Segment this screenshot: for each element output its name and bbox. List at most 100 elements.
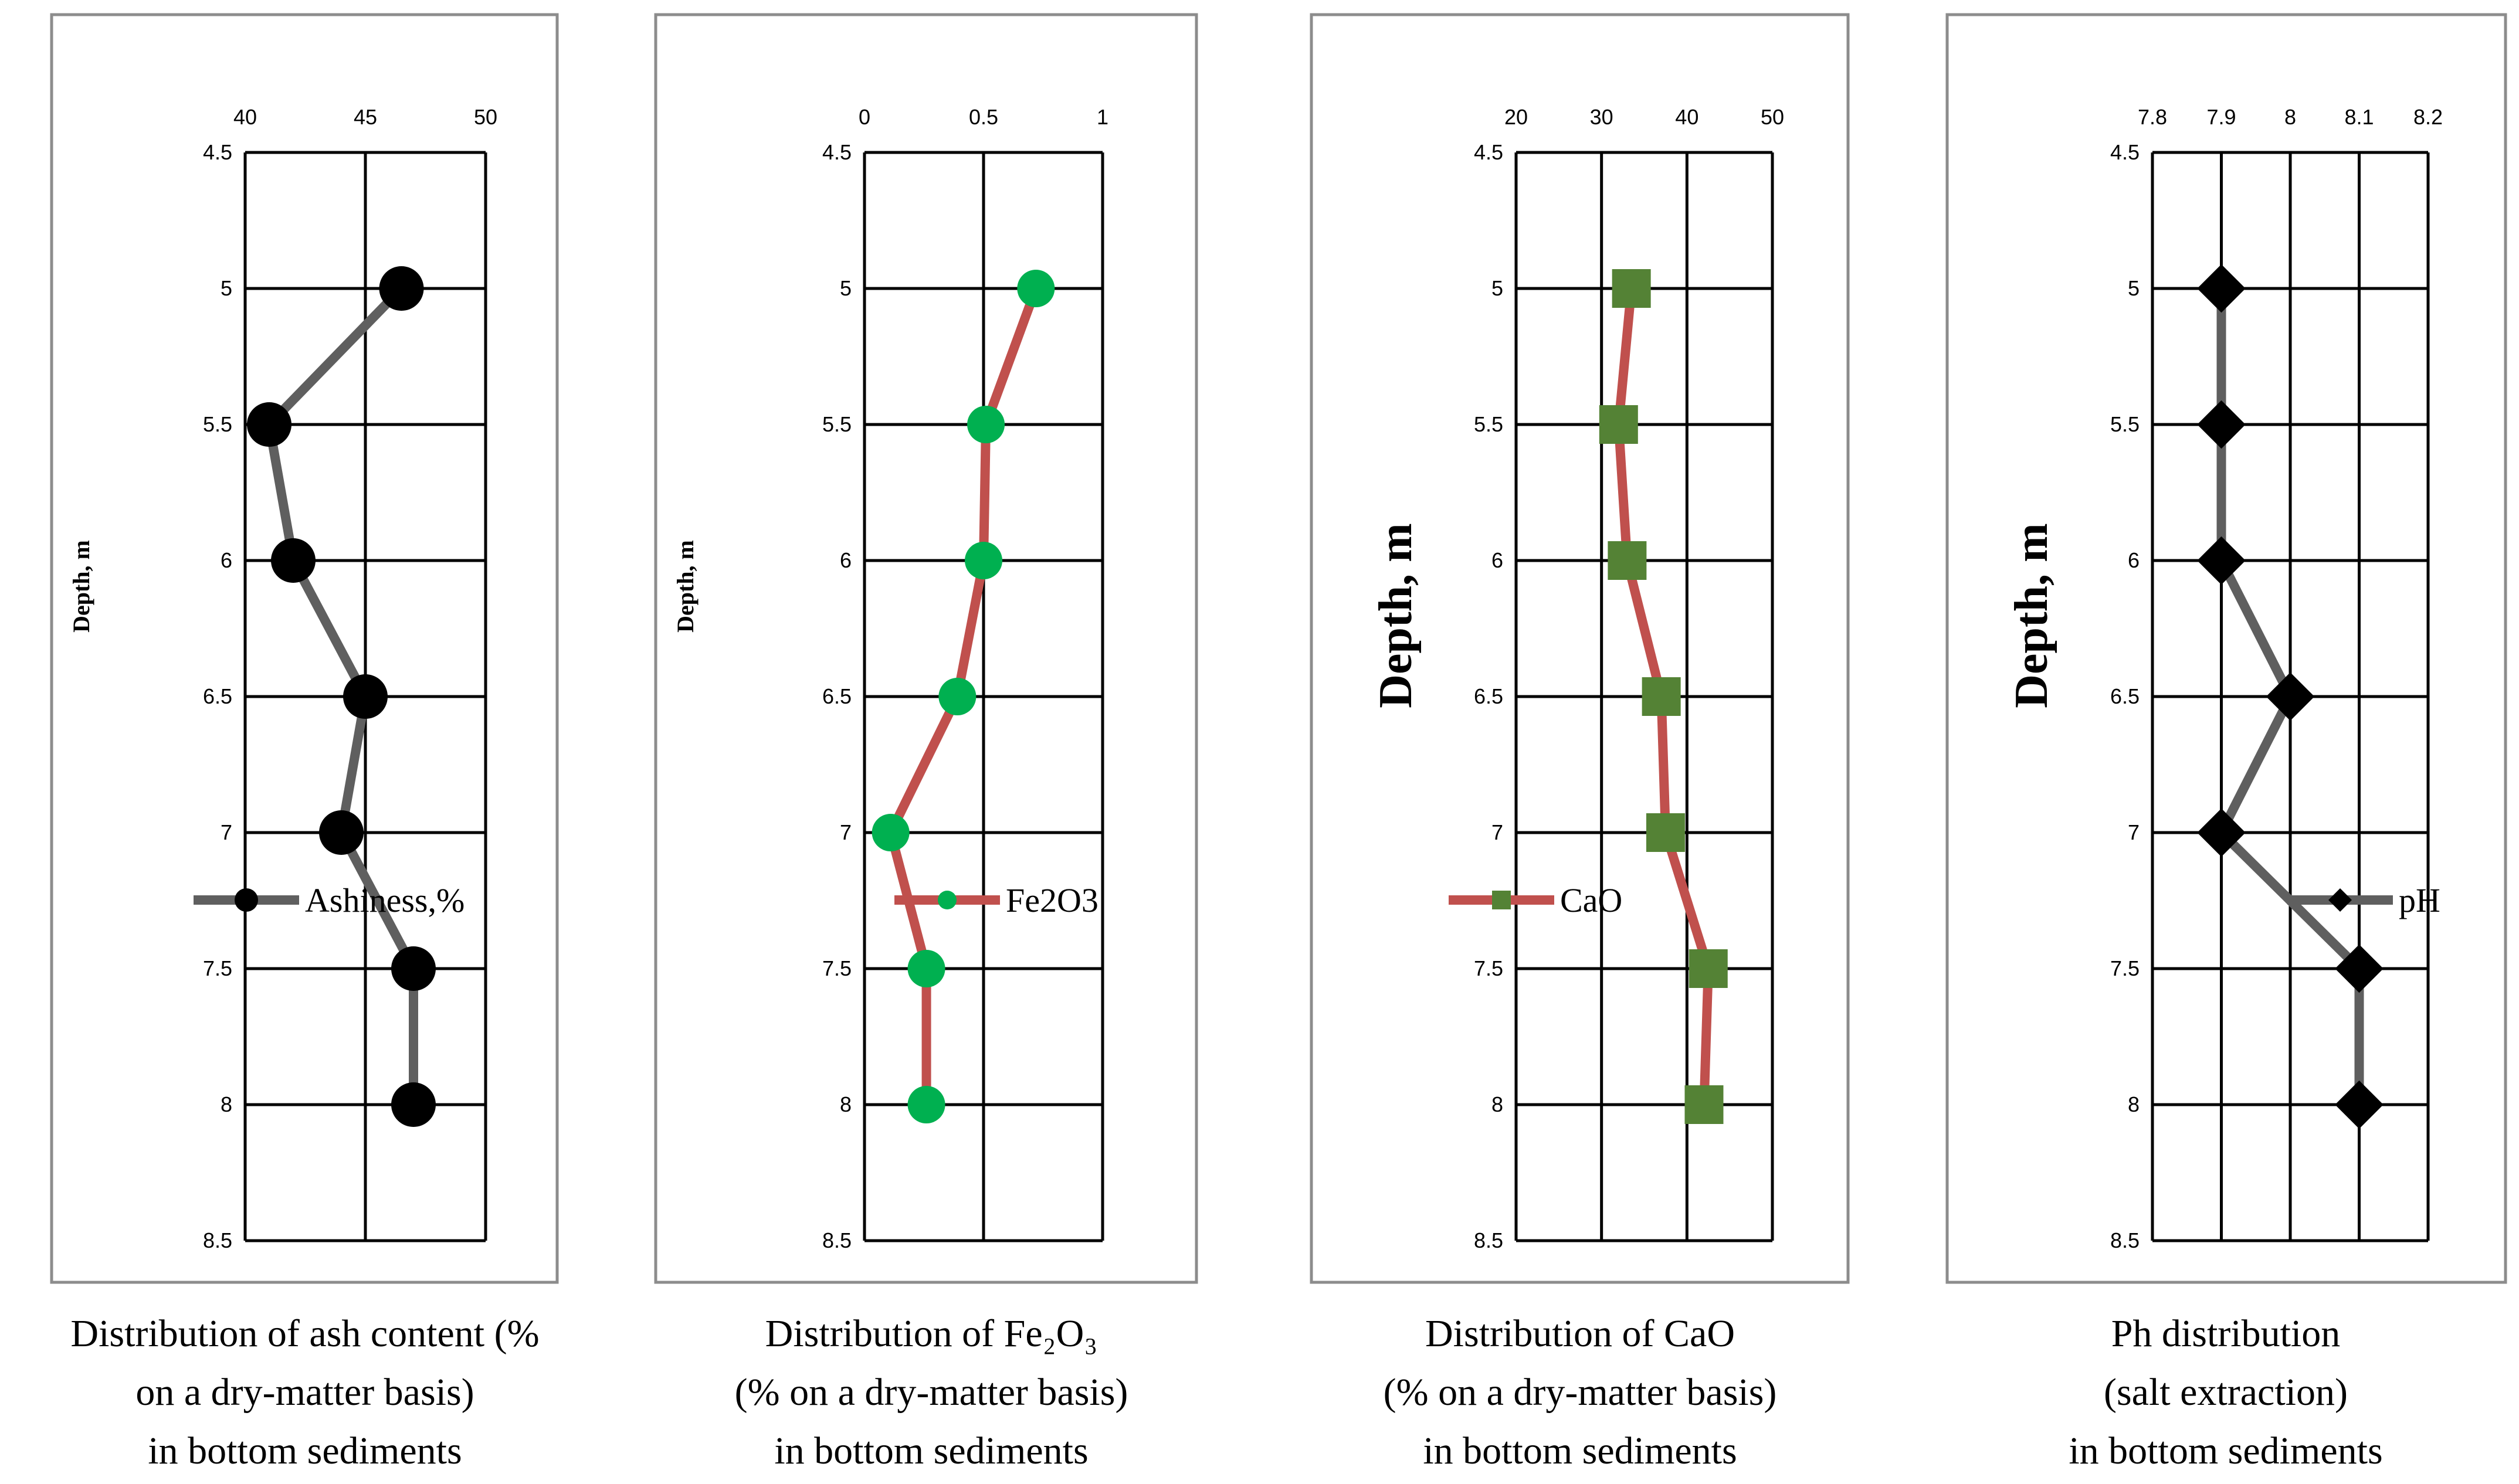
y-axis-label: Depth, m [1370,523,1422,708]
caption-line: (% on a dry-matter basis) [735,1371,1128,1414]
legend: Fe2O3 [894,881,1099,919]
caption-line: on a dry-matter basis) [135,1371,474,1414]
y-tick-label: 8.5 [2110,1228,2140,1252]
data-point [1608,541,1647,580]
x-tick-label: 30 [1590,105,1613,129]
x-tick-label: 40 [233,105,257,129]
data-point [1642,677,1681,716]
y-tick-label: 8 [840,1092,852,1116]
legend: Ashiness,% [194,881,465,919]
y-tick-label: 4.5 [822,140,852,164]
chart-panel: 4.5 5 5.5 6 6.5 7 7.5 8 8.5 0 0.5 1 Depth, m Fe2O3 Dis… [654,13,1198,1472]
data-point [1612,269,1651,308]
y-tick-label: 6.5 [2110,684,2140,708]
y-tick-label: 5.5 [2110,412,2140,436]
y-tick-label: 6.5 [1474,684,1503,708]
y-tick-label: 7.5 [822,956,852,980]
data-point [2197,264,2246,313]
chart-panel: 4.5 5 5.5 6 6.5 7 7.5 8 8.5 20 30 40 50 Depth, m CaO Di… [1310,13,1850,1472]
y-tick-label: 5.5 [203,412,232,436]
legend-label: Fe2O3 [1006,881,1099,919]
data-point [319,810,364,855]
y-tick-label: 8.5 [1474,1228,1503,1252]
y-axis-label: Depth, m [2006,523,2057,708]
legend-label: pH [2399,881,2440,919]
data-point [938,678,977,715]
y-tick-label: 6 [221,548,232,572]
y-tick-label: 5 [1491,276,1503,300]
legend: CaO [1449,881,1622,919]
legend-marker [2328,888,2352,912]
y-tick-label: 8 [2128,1092,2140,1116]
y-tick-label: 6 [1491,548,1503,572]
caption-line: in bottom sediments [148,1429,462,1472]
caption-line: (% on a dry-matter basis) [1384,1371,1777,1414]
data-point [907,1086,945,1123]
y-tick-label: 7 [840,820,852,844]
caption-line: Ph distribution [2111,1312,2341,1355]
data-point [379,266,424,311]
legend-label: Ashiness,% [305,881,465,919]
y-tick-label: 8 [1491,1092,1503,1116]
y-tick-label: 6.5 [203,684,232,708]
data-point [391,946,436,991]
legend-marker [1492,891,1511,909]
caption-line: in bottom sediments [2069,1429,2382,1472]
x-tick-label: 20 [1504,105,1528,129]
data-point [967,406,1005,443]
data-point [2197,400,2246,449]
x-tick-label: 8 [2284,105,2296,129]
legend: pH [2287,881,2440,919]
x-tick-label: 1 [1097,105,1108,129]
data-point [1646,813,1685,852]
y-tick-label: 5 [840,276,852,300]
y-tick-label: 8.5 [822,1228,852,1252]
chart-frame [1310,13,1850,1284]
data-point [1017,270,1055,307]
y-axis-label: Depth, m [68,540,94,633]
y-tick-label: 7.5 [203,956,232,980]
y-tick-label: 6 [840,548,852,572]
x-tick-label: 8.2 [2413,105,2443,129]
data-point [1689,949,1728,988]
data-point [965,542,1002,579]
legend-marker [938,891,957,909]
x-tick-label: 7.9 [2206,105,2236,129]
y-tick-label: 5 [221,276,232,300]
y-tick-label: 7.5 [1474,956,1503,980]
y-tick-label: 4.5 [1474,140,1503,164]
y-tick-label: 7 [2128,820,2140,844]
data-point [2335,1080,2384,1129]
data-point [872,814,910,851]
y-tick-label: 7 [221,820,232,844]
legend-label: CaO [1560,881,1622,919]
y-tick-label: 7 [1491,820,1503,844]
caption-line: in bottom sediments [774,1429,1088,1472]
caption-line: (salt extraction) [2104,1371,2348,1414]
y-tick-label: 6.5 [822,684,852,708]
x-tick-label: 40 [1675,105,1698,129]
y-axis-label: Depth, m [672,540,699,633]
caption-line: Distribution of CaO [1425,1312,1735,1355]
data-point [2335,944,2384,993]
data-point [1684,1085,1724,1124]
y-tick-label: 5.5 [1474,412,1503,436]
x-tick-label: 0 [859,105,870,129]
y-tick-label: 8 [221,1092,232,1116]
data-point [2266,672,2315,721]
y-tick-label: 5.5 [822,412,852,436]
chart-panel: 4.5 5 5.5 6 6.5 7 7.5 8 8.5 7.8 7.9 8 8.1 8.2 Depth, m… [1945,13,2507,1472]
data-point [2197,808,2246,857]
x-tick-label: 7.8 [2138,105,2167,129]
x-tick-label: 8.1 [2344,105,2374,129]
x-tick-label: 50 [1761,105,1784,129]
caption-line: in bottom sediments [1423,1429,1737,1472]
data-point [247,402,291,447]
data-point [343,674,388,719]
caption-line: Distribution of Fe₂O₃ [765,1312,1098,1355]
data-point [1599,405,1638,444]
chart-frame [50,13,559,1284]
data-point [391,1082,436,1127]
chart-frame [1945,13,2507,1284]
y-tick-label: 8.5 [203,1228,232,1252]
